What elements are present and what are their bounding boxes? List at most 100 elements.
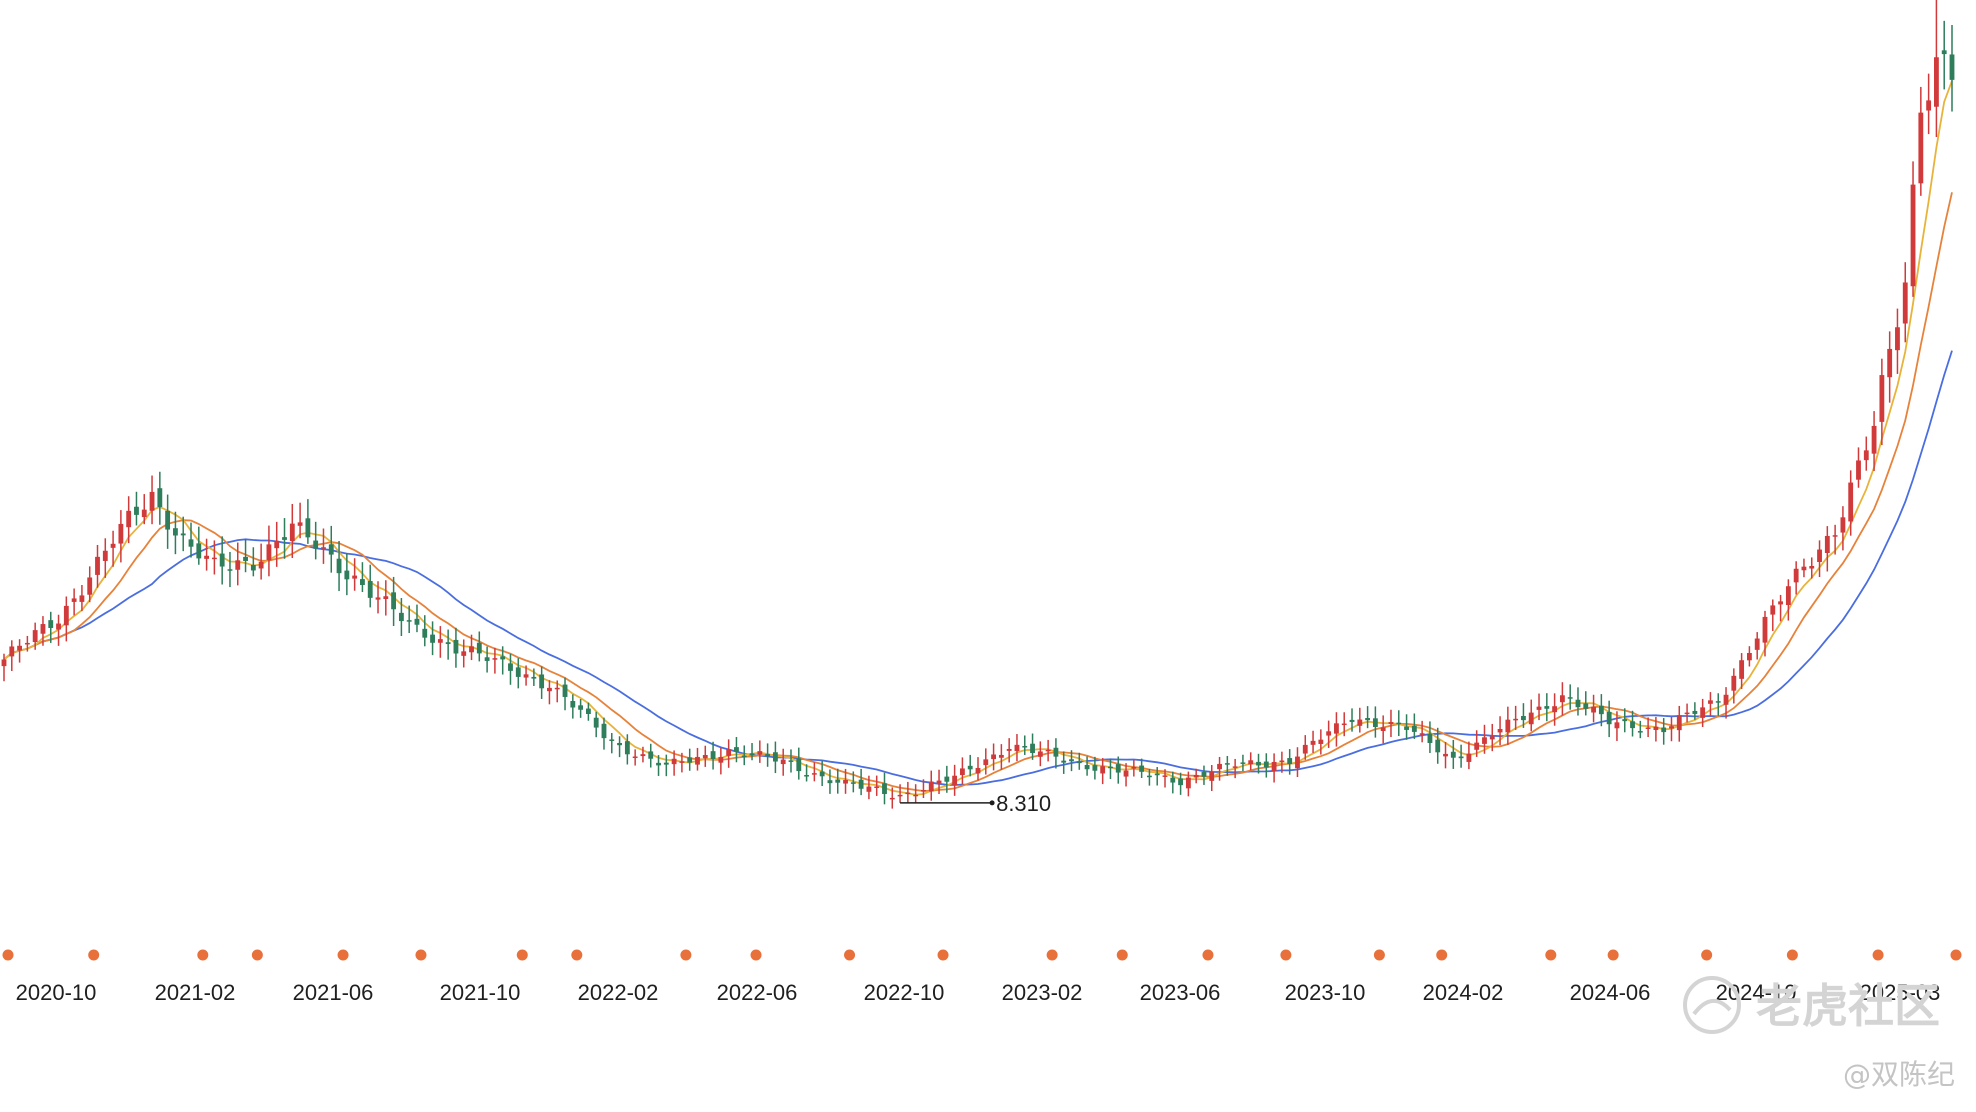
x-tick-label: 2022-10 [864, 980, 945, 1005]
candle-body [1178, 778, 1184, 786]
candle [1388, 709, 1394, 737]
candle-body [702, 754, 708, 759]
candle [741, 745, 747, 766]
candle [1778, 594, 1783, 622]
candle-body [422, 628, 428, 638]
candle [804, 764, 809, 782]
candle [344, 553, 350, 596]
candle-body [889, 797, 895, 800]
candle-body [1832, 535, 1838, 537]
candle-body [897, 794, 903, 797]
candle-body [1497, 728, 1503, 733]
candle-body [1676, 715, 1682, 731]
candle-body [1583, 703, 1589, 709]
x-axis: 2020-10 2021-02 2021-06 2021-10 2022-02 2022-… [16, 980, 1941, 1005]
candle-body [1723, 694, 1729, 705]
candle [211, 540, 217, 575]
candle-body [1474, 742, 1480, 750]
candle [243, 539, 248, 573]
candle-body [48, 620, 54, 628]
candle-body [1443, 753, 1448, 757]
event-marker [1436, 949, 1448, 961]
candle [1076, 752, 1082, 770]
candle-body [1536, 706, 1542, 710]
price-annotations: 59.4508.310 [900, 791, 1051, 816]
candle [95, 544, 100, 588]
candle-body [547, 687, 552, 692]
candle-body [975, 767, 981, 774]
candle-body [141, 509, 147, 518]
candle [118, 510, 124, 563]
candle-body [1404, 726, 1409, 730]
candle [998, 744, 1004, 770]
candle [1622, 708, 1628, 733]
candle [850, 771, 856, 793]
candle-body [227, 569, 233, 571]
candle-body [780, 759, 786, 765]
candle-body [757, 751, 763, 755]
candle-body [1941, 50, 1947, 55]
candle [796, 747, 802, 780]
candle [17, 639, 22, 663]
candle-body [297, 522, 303, 526]
candle [679, 752, 685, 773]
candle-body [772, 752, 778, 762]
candle-body [788, 760, 794, 762]
candle-body [40, 624, 46, 634]
candle-body [165, 510, 171, 530]
candle [1248, 752, 1254, 771]
candle-body [1895, 327, 1900, 351]
candle [204, 538, 210, 571]
candle-body [991, 754, 996, 760]
candle-body [352, 575, 358, 579]
candle-body [1061, 760, 1067, 763]
candle [570, 694, 576, 719]
candle [500, 646, 506, 675]
candle [266, 525, 272, 577]
event-marker [750, 949, 762, 961]
candle-body [1630, 721, 1635, 729]
candle-body [1123, 770, 1129, 777]
candle [1466, 741, 1472, 770]
candle-body [1263, 761, 1269, 768]
candle-body [173, 528, 178, 536]
candle [749, 743, 755, 761]
candle-body [874, 786, 880, 788]
candle [1521, 703, 1526, 728]
event-marker [1607, 949, 1619, 961]
candle-body [1100, 766, 1106, 774]
candle [1840, 506, 1846, 551]
candle-body [1466, 753, 1472, 762]
candle [1349, 708, 1355, 732]
candle-body [1863, 450, 1869, 461]
candle-body [1162, 775, 1168, 777]
candle [219, 536, 225, 585]
candle-body [360, 579, 365, 585]
candle-body [1505, 719, 1511, 733]
event-marker [2, 949, 14, 961]
candle-body [24, 642, 30, 645]
candle [624, 734, 630, 765]
candle [547, 680, 552, 705]
candle-body [1108, 766, 1113, 769]
candle [1513, 705, 1519, 730]
candle [149, 475, 155, 525]
tiger-logo-icon [1683, 976, 1741, 1034]
candle [1926, 73, 1932, 135]
candle [1279, 751, 1285, 773]
candle [1669, 716, 1674, 742]
event-marker [1046, 949, 1058, 961]
candle-body [492, 658, 498, 660]
candle [648, 743, 654, 768]
candle-body [95, 556, 100, 575]
watermark-author: @双陈纪 [1843, 1058, 1955, 1091]
candle [772, 741, 778, 774]
candle-body [1739, 660, 1745, 679]
candle-body [1014, 744, 1020, 752]
candle [1443, 742, 1448, 769]
candle-body [1489, 736, 1495, 740]
candle-body [235, 560, 241, 570]
candle-body [1715, 701, 1721, 703]
candle-body [1887, 348, 1893, 378]
candle-body [461, 651, 467, 656]
